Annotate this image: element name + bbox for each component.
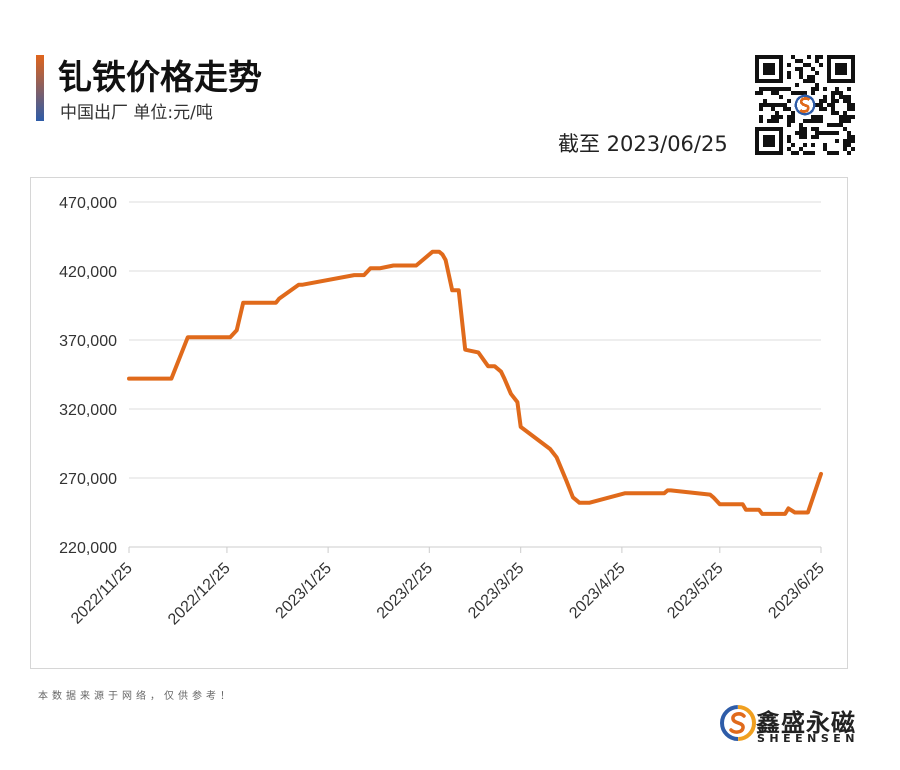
- chart-frame: 220,000 270,000 320,000 370,000 420,000 470,0…: [30, 177, 848, 669]
- x-tick-label: 2023/1/25: [273, 560, 335, 622]
- x-tick-label: 2022/12/25: [165, 560, 234, 629]
- x-tick-label: 2023/2/25: [374, 560, 436, 622]
- y-tick-label: 320,000: [59, 402, 117, 419]
- source-footnote: 本数据来源于网络，仅供参考！: [38, 691, 234, 702]
- y-tick-label: 470,000: [59, 195, 117, 212]
- y-tick-label: 270,000: [59, 471, 117, 488]
- as-of-date: 截至 2023/06/25: [558, 132, 728, 156]
- qr-code-icon: [755, 55, 855, 155]
- title-accent-bar: [36, 55, 44, 121]
- price-line-chart: 220,000 270,000 320,000 370,000 420,000 470,0…: [59, 195, 828, 629]
- brand-name: 鑫盛永磁: [756, 709, 856, 737]
- brand-name-en: SHEENSEN: [757, 732, 860, 745]
- brand-logo-icon: [720, 705, 756, 741]
- chart-title: 钆铁价格走势: [58, 58, 262, 98]
- y-tick-label: 220,000: [59, 540, 117, 557]
- chart-subtitle: 中国出厂 单位:元/吨: [60, 103, 213, 123]
- x-tick-label: 2022/11/25: [68, 560, 136, 628]
- price-series-line: [127, 249, 823, 516]
- y-tick-label: 420,000: [59, 264, 117, 281]
- x-tick-label: 2023/6/25: [765, 560, 827, 622]
- y-tick-label: 370,000: [59, 333, 117, 350]
- x-tick-label: 2023/3/25: [465, 560, 527, 622]
- x-tick-label: 2023/4/25: [566, 560, 628, 622]
- x-tick-label: 2023/5/25: [664, 560, 726, 622]
